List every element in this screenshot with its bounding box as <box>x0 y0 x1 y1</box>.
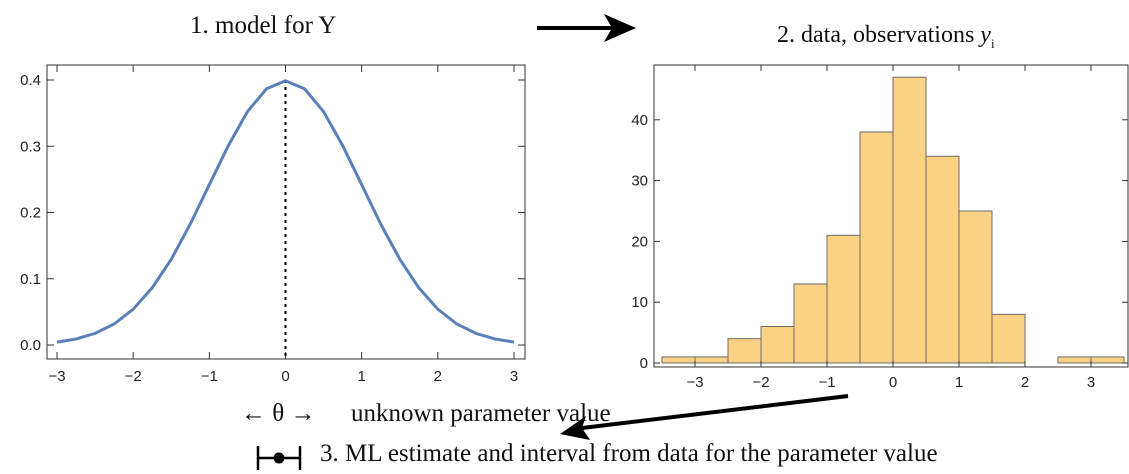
arrow-right-icon <box>537 14 636 42</box>
histogram-x-ticks: −3 −2 −1 0 1 2 3 <box>686 65 1095 391</box>
histogram-bar <box>826 234 861 364</box>
x-tick-label: 2 <box>1021 374 1029 391</box>
y-tick-label: 20 <box>631 233 648 250</box>
data-caption-text: 2. data, observations <box>777 22 981 48</box>
x-tick-label: 1 <box>357 368 365 385</box>
x-tick-label: −3 <box>48 368 65 385</box>
x-tick-label: −1 <box>818 374 835 391</box>
interval-estimate-icon <box>256 446 302 470</box>
density-curve <box>56 79 515 344</box>
histogram-bar <box>727 338 762 364</box>
x-tick-label: −2 <box>125 368 142 385</box>
histogram-chart: −3 −2 −1 0 1 2 3 0 10 20 30 40 <box>631 64 1129 391</box>
histogram-bar <box>694 356 729 364</box>
x-tick-label: 0 <box>889 374 897 391</box>
x-tick-label: 3 <box>1087 374 1095 391</box>
y-tick-label: 0 <box>640 355 648 372</box>
y-tick-label: 30 <box>631 173 648 190</box>
histogram-bar <box>859 131 894 364</box>
x-tick-label: 2 <box>434 368 442 385</box>
density-x-ticks: −3 −2 −1 0 1 2 3 <box>48 65 518 385</box>
histogram-bar <box>925 155 960 364</box>
model-caption: 1. model for Y <box>190 12 337 39</box>
histogram-y-ticks: 0 10 20 30 40 <box>631 112 1128 372</box>
histogram-bar <box>793 283 828 364</box>
histogram-bar <box>958 210 993 364</box>
histogram-bar <box>991 313 1026 364</box>
y-tick-label: 0.1 <box>20 271 41 288</box>
density-chart: −3 −2 −1 0 1 2 3 0.0 0.1 0.2 0.3 0.4 <box>20 64 526 385</box>
x-tick-label: 3 <box>510 368 518 385</box>
x-tick-label: 0 <box>281 368 289 385</box>
y-tick-label: 0.2 <box>20 205 41 222</box>
unknown-parameter-caption: unknown parameter value <box>351 400 611 427</box>
x-tick-label: −1 <box>201 368 218 385</box>
data-caption: 2. data, observations yi <box>777 22 995 52</box>
histogram-chart-frame <box>653 64 1129 368</box>
density-y-ticks: 0.0 0.1 0.2 0.3 0.4 <box>20 72 525 354</box>
x-tick-label: 1 <box>955 374 963 391</box>
y-tick-label: 10 <box>631 294 648 311</box>
histogram-bar <box>1090 356 1125 364</box>
arrow-down-left-icon <box>560 394 849 440</box>
theta-caption: ← θ → <box>241 400 316 427</box>
y-tick-label: 0.3 <box>20 138 41 155</box>
data-caption-subscript: i <box>990 35 995 51</box>
data-caption-variable: y <box>980 22 991 48</box>
y-tick-label: 40 <box>631 112 648 129</box>
x-tick-label: −2 <box>752 374 769 391</box>
histogram-bar <box>760 326 795 364</box>
y-tick-label: 0.0 <box>20 337 41 354</box>
histogram-bars <box>661 76 1125 364</box>
histogram-bar <box>892 76 927 364</box>
histogram-bar <box>1057 356 1092 364</box>
x-tick-label: −3 <box>686 374 703 391</box>
y-tick-label: 0.4 <box>20 72 41 89</box>
estimate-caption: 3. ML estimate and interval from data fo… <box>320 440 938 467</box>
histogram-bar <box>661 356 696 364</box>
